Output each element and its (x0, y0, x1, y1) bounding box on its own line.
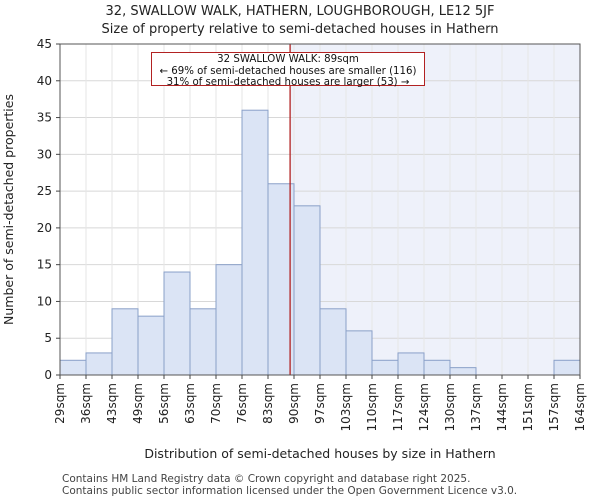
x-tick-label: 70sqm (209, 383, 223, 424)
histogram-bar (293, 205, 321, 376)
x-tick-label: 130sqm (443, 383, 457, 431)
footer-licence: Contains public sector information licen… (62, 485, 518, 497)
x-tick-label: 76sqm (235, 383, 249, 424)
histogram-bar (319, 308, 347, 376)
histogram-bar (345, 330, 373, 376)
histogram-bar (111, 308, 139, 376)
histogram-bar (59, 359, 87, 376)
histogram-bar (423, 359, 451, 376)
y-tick-label: 0 (44, 368, 52, 382)
y-tick-label: 5 (44, 331, 52, 345)
y-tick-label: 15 (37, 258, 52, 272)
x-tick-label: 29sqm (53, 383, 67, 424)
x-tick-label: 151sqm (521, 383, 535, 431)
y-tick-label: 20 (37, 221, 52, 235)
x-tick-label: 49sqm (131, 383, 145, 424)
histogram-bar (137, 315, 165, 376)
y-tick-label: 25 (37, 184, 52, 198)
chart-title-line2: Size of property relative to semi-detach… (101, 22, 499, 37)
x-tick-label: 90sqm (287, 383, 301, 424)
x-tick-label: 63sqm (183, 383, 197, 424)
y-tick-label: 35 (37, 111, 52, 125)
histogram-bar (241, 109, 269, 376)
x-tick-label: 124sqm (417, 383, 431, 431)
histogram-bar (371, 359, 399, 376)
x-tick-label: 157sqm (547, 383, 561, 431)
histogram-bar (163, 271, 191, 376)
x-tick-label: 83sqm (261, 383, 275, 424)
x-tick-label: 56sqm (157, 383, 171, 424)
y-tick-label: 10 (37, 294, 52, 308)
y-tick-label: 45 (37, 37, 52, 51)
histogram-bar (397, 352, 425, 376)
x-tick-label: 110sqm (365, 383, 379, 431)
x-tick-label: 103sqm (339, 383, 353, 431)
x-tick-label: 36sqm (79, 383, 93, 424)
histogram-bar (215, 264, 243, 376)
annotation-line3: 31% of semi-detached houses are larger (… (166, 77, 410, 88)
x-tick-label: 137sqm (469, 383, 483, 431)
x-tick-label: 144sqm (495, 383, 509, 431)
x-axis-label: Distribution of semi-detached houses by … (144, 446, 495, 461)
property-annotation-box: 32 SWALLOW WALK: 89sqm ← 69% of semi-det… (151, 52, 425, 88)
x-tick-label: 43sqm (105, 383, 119, 424)
histogram-bar (449, 367, 477, 376)
y-tick-label: 40 (37, 74, 52, 88)
x-tick-label: 164sqm (573, 383, 587, 431)
histogram-bar (553, 359, 581, 376)
chart-title-line1: 32, SWALLOW WALK, HATHERN, LOUGHBOROUGH,… (105, 4, 495, 19)
histogram-bar (85, 352, 113, 376)
y-tick-label: 30 (37, 147, 52, 161)
x-tick-label: 117sqm (391, 383, 405, 431)
annotation-line2: ← 69% of semi-detached houses are smalle… (159, 65, 417, 77)
x-tick-label: 97sqm (313, 383, 327, 424)
annotation-line1: 32 SWALLOW WALK: 89sqm (217, 54, 359, 65)
y-axis-label: Number of semi-detached properties (1, 94, 16, 325)
footer-copyright: Contains HM Land Registry data © Crown c… (62, 473, 471, 485)
histogram-bar (189, 308, 217, 376)
